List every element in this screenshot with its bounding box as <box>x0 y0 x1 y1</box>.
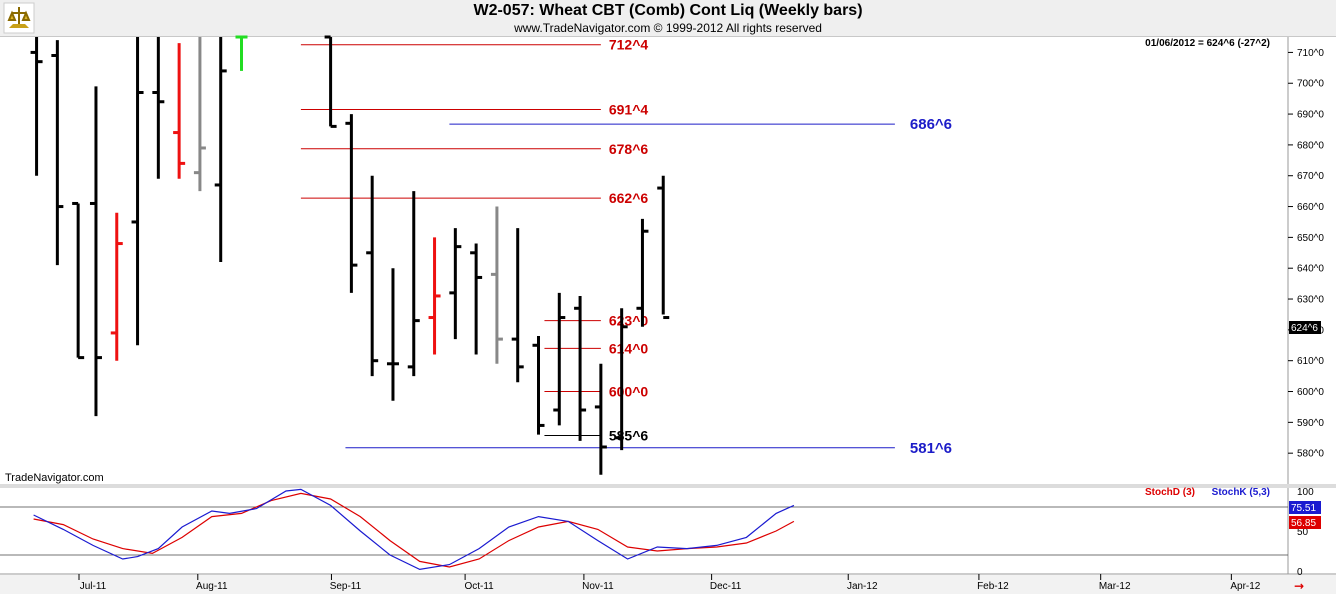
price-tick-label: 700^0 <box>1297 79 1324 90</box>
ohlc-bar <box>657 175 670 320</box>
ohlc-bar <box>152 37 165 179</box>
ohlc-bar <box>636 218 649 327</box>
watermark-text: TradeNavigator.com <box>5 472 104 484</box>
chart-title: W2-057: Wheat CBT (Comb) Cont Liq (Weekl… <box>473 2 863 19</box>
level-label: 712^4 <box>609 37 649 53</box>
price-tick-label: 710^0 <box>1297 48 1324 59</box>
price-axis: 580^0590^0600^0610^0620^0630^0640^0650^0… <box>1288 48 1324 460</box>
price-tick-label: 610^0 <box>1297 356 1324 367</box>
ohlc-bar <box>553 292 566 426</box>
month-label: Jul-11 <box>80 581 107 592</box>
ohlc-bar <box>386 268 399 401</box>
stochastic-panel: 100 50 0 <box>0 487 1314 578</box>
ohlc-bar <box>615 308 628 451</box>
ohlc-bar <box>173 43 186 179</box>
svg-text:56.85: 56.85 <box>1291 518 1316 529</box>
ohlc-bar <box>235 35 248 71</box>
stoch-k-line <box>33 488 795 571</box>
stoch-k-tag: 75.51 <box>1289 501 1321 514</box>
ohlc-bar <box>193 37 206 192</box>
copyright-text: www.TradeNavigator.com © 1999-2012 All r… <box>514 21 822 35</box>
price-tick-label: 640^0 <box>1297 264 1324 275</box>
month-label: Sep-11 <box>330 581 362 592</box>
ohlc-bar <box>449 228 462 340</box>
ohlc-bar <box>470 243 483 355</box>
trade-navigator-logo-icon <box>3 2 35 34</box>
stoch-d-tag: 56.85 <box>1289 516 1321 529</box>
level-label: 614^0 <box>609 340 649 356</box>
scroll-arrow-icon[interactable]: → <box>1294 579 1304 593</box>
level-label: 585^6 <box>609 427 649 443</box>
ohlc-bar <box>131 37 144 346</box>
level-label: 623^0 <box>609 313 649 329</box>
ohlc-bar <box>428 237 441 355</box>
chart-header: W2-057: Wheat CBT (Comb) Cont Liq (Weekl… <box>0 0 1336 37</box>
stoch-tick-label: 0 <box>1297 567 1303 578</box>
ohlc-bar <box>345 114 358 293</box>
ohlc-bars <box>30 35 670 475</box>
stoch-d-label: StochD (3) <box>1145 487 1195 498</box>
stoch-d-line <box>33 492 795 568</box>
month-label: Nov-11 <box>582 581 614 592</box>
stoch-k-label: StochK (5,3) <box>1212 487 1270 498</box>
month-label: Aug-11 <box>196 581 228 592</box>
month-label: Oct-11 <box>464 581 494 592</box>
ohlc-bar <box>110 212 123 361</box>
stoch-tick-label: 50 <box>1297 527 1309 538</box>
ohlc-bar <box>51 40 64 266</box>
level-label: 581^6 <box>910 440 952 457</box>
ohlc-bar <box>366 175 379 377</box>
level-label: 691^4 <box>609 101 649 117</box>
month-label: Dec-11 <box>710 581 742 592</box>
ohlc-bar <box>574 295 587 441</box>
month-label: Feb-12 <box>977 581 1009 592</box>
ohlc-bar <box>214 37 227 263</box>
price-tick-label: 680^0 <box>1297 140 1324 151</box>
ohlc-bar <box>594 363 607 475</box>
ohlc-bar <box>89 86 102 417</box>
time-axis: Jul-11 Aug-11 Sep-11 Oct-11 Nov-11 Dec-11 Jan-… <box>78 574 1304 593</box>
month-label: Apr-12 <box>1230 581 1260 592</box>
ohlc-bar <box>532 336 545 435</box>
level-label: 662^6 <box>609 190 649 206</box>
month-label: Jan-12 <box>847 581 878 592</box>
ohlc-bar <box>490 206 503 364</box>
last-quote-text: 01/06/2012 = 624^6 (-27^2) <box>1145 38 1270 49</box>
ohlc-bar <box>324 35 337 128</box>
price-tick-label: 630^0 <box>1297 295 1324 306</box>
price-tick-label: 670^0 <box>1297 171 1324 182</box>
stoch-tick-label: 100 <box>1297 487 1314 498</box>
last-price-tag: 624^6 <box>1289 321 1321 334</box>
price-tick-label: 650^0 <box>1297 233 1324 244</box>
ohlc-bar <box>407 191 420 377</box>
price-tick-label: 660^0 <box>1297 202 1324 213</box>
month-label: Mar-12 <box>1099 581 1131 592</box>
price-tick-label: 580^0 <box>1297 449 1324 460</box>
ohlc-bar <box>72 201 85 360</box>
svg-text:75.51: 75.51 <box>1291 503 1316 514</box>
price-tick-label: 600^0 <box>1297 387 1324 398</box>
ohlc-bar <box>511 228 524 383</box>
ohlc-bar <box>30 37 43 176</box>
level-label: 678^6 <box>609 141 649 157</box>
svg-text:624^6: 624^6 <box>1291 323 1318 334</box>
price-tick-label: 690^0 <box>1297 110 1324 121</box>
level-label: 686^6 <box>910 116 952 133</box>
level-label: 600^0 <box>609 384 649 400</box>
price-tick-label: 590^0 <box>1297 418 1324 429</box>
